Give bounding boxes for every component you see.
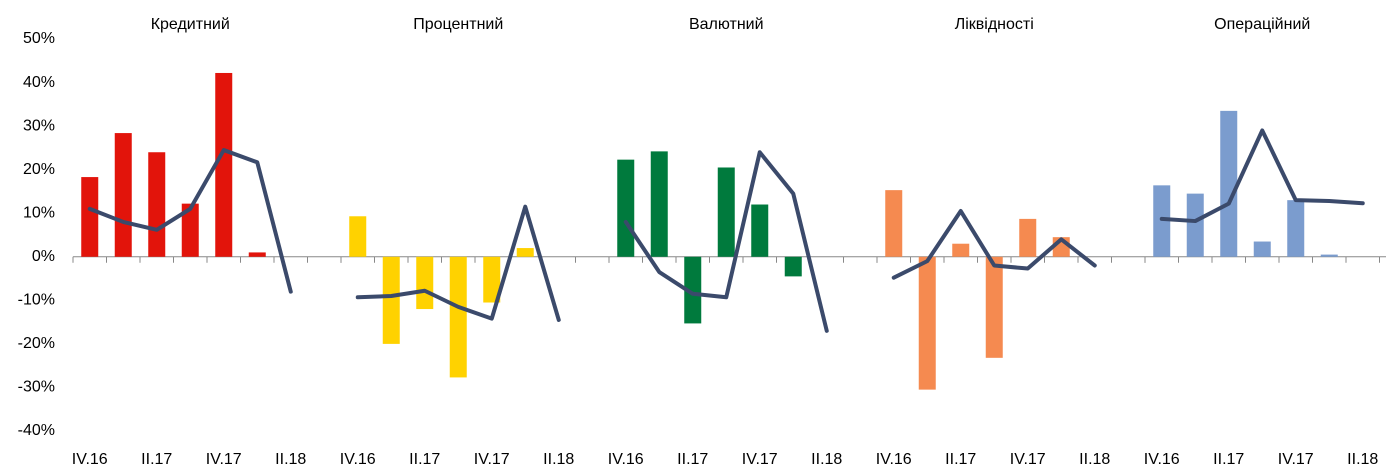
y-tick-label: 0%: [32, 248, 55, 265]
x-tick-label: IV.16: [1144, 451, 1180, 468]
bar: [885, 190, 903, 257]
line: [623, 150, 829, 333]
x-tick-label: II.17: [1213, 451, 1244, 468]
bar: [650, 151, 668, 257]
x-tick-label: IV.17: [1010, 451, 1046, 468]
group-title: Кредитний: [151, 16, 230, 33]
bar: [952, 243, 970, 257]
bar: [1253, 241, 1271, 257]
bar: [985, 256, 1003, 358]
y-tick-label: 10%: [23, 204, 55, 221]
bar: [215, 72, 233, 257]
bar: [717, 167, 735, 257]
x-tick-label: IV.16: [72, 451, 108, 468]
group-title: Процентний: [413, 16, 503, 33]
group-title: Операційний: [1214, 16, 1310, 33]
bar: [114, 133, 132, 257]
y-tick-label: 40%: [23, 74, 55, 91]
x-tick-label: II.17: [677, 451, 708, 468]
bar: [81, 177, 99, 257]
x-tick-label: II.18: [1347, 451, 1378, 468]
bar: [1019, 218, 1037, 257]
bar: [516, 248, 534, 257]
bar: [1320, 254, 1338, 257]
x-tick-label: IV.16: [876, 451, 912, 468]
bar: [918, 256, 936, 390]
x-tick-label: II.18: [543, 451, 574, 468]
bar: [349, 216, 367, 257]
bar: [1287, 200, 1305, 257]
line: [355, 204, 561, 322]
bar: [617, 159, 635, 257]
line: [1159, 128, 1365, 224]
bar: [784, 256, 802, 277]
x-tick-label: II.18: [811, 451, 842, 468]
line: [891, 209, 1097, 280]
x-tick-label: IV.17: [742, 451, 778, 468]
bar: [248, 252, 266, 257]
bar: [1153, 185, 1171, 257]
x-tick-label: II.18: [275, 451, 306, 468]
x-tick-label: II.17: [945, 451, 976, 468]
x-tick-label: II.18: [1079, 451, 1110, 468]
x-tick-label: IV.17: [1278, 451, 1314, 468]
y-tick-label: 20%: [23, 161, 55, 178]
x-tick-label: II.17: [141, 451, 172, 468]
bar: [483, 256, 501, 303]
x-tick-label: IV.16: [340, 451, 376, 468]
y-tick-label: -30%: [18, 379, 55, 396]
bar: [1220, 110, 1238, 257]
bar: [181, 203, 199, 257]
bar: [416, 256, 434, 310]
line: [87, 148, 293, 294]
bar: [449, 256, 467, 378]
bar: [751, 204, 769, 257]
group-title: Валютний: [689, 16, 764, 33]
x-tick-label: IV.17: [206, 451, 242, 468]
y-tick-label: 30%: [23, 117, 55, 134]
bar: [684, 256, 702, 324]
y-tick-label: -40%: [18, 422, 55, 439]
bar: [382, 256, 400, 344]
y-tick-label: -10%: [18, 292, 55, 309]
x-tick-label: IV.17: [474, 451, 510, 468]
group-title: Ліквідності: [955, 16, 1034, 33]
y-tick-label: 50%: [23, 30, 55, 47]
bar: [1186, 193, 1204, 257]
x-tick-label: IV.16: [608, 451, 644, 468]
y-tick-label: -20%: [18, 335, 55, 352]
x-tick-label: II.17: [409, 451, 440, 468]
bar: [148, 152, 166, 257]
